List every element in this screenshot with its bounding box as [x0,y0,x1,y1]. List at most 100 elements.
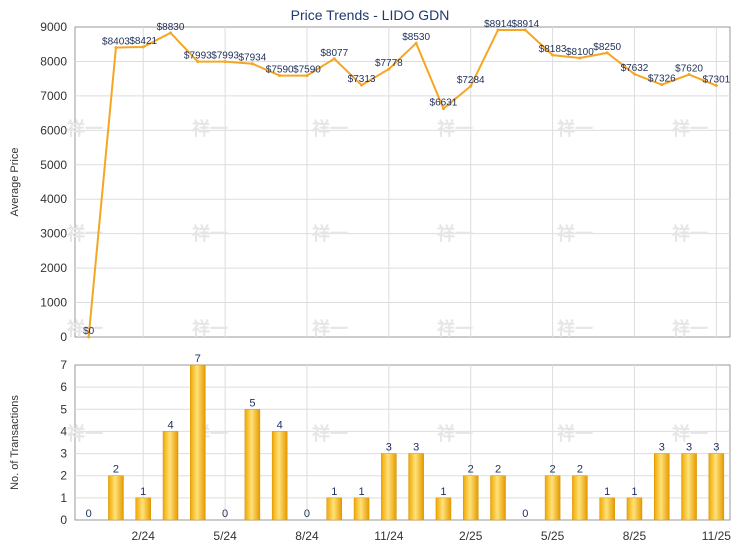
price-point [441,107,445,111]
transactions-bar [108,475,124,521]
watermark: 祥一 [437,318,473,339]
price-y-axis-label: Average Price [9,148,21,217]
transactions-bar [135,497,151,521]
price-point [469,84,473,88]
transactions-bar-label: 3 [413,442,419,454]
watermark: 祥一 [437,223,473,244]
watermark: 祥一 [67,223,103,244]
price-point-label: $7632 [621,63,649,74]
chart-title: Price Trends - LIDO GDN [291,7,450,23]
transactions-bar-label: 1 [604,486,610,498]
transactions-y-tick-label: 3 [60,447,67,461]
price-plot-frame [74,26,731,338]
price-point [714,84,718,88]
price-point-label: $7993 [184,51,212,62]
watermark: 祥一 [192,318,228,339]
price-point-label: $8183 [539,44,567,55]
watermark: 祥一 [192,223,228,244]
transactions-bar-label: 2 [577,464,583,476]
transactions-bar [381,453,397,521]
transactions-y-axis-label: No. of Transactions [9,395,21,490]
price-point-label: $8914 [511,19,539,30]
transactions-bar [435,497,452,521]
transactions-bar [654,453,670,521]
price-point [169,31,173,35]
price-point-label: $0 [83,326,95,337]
watermark: 祥一 [67,318,103,339]
transactions-bar [544,475,561,521]
price-point [687,73,691,77]
transactions-bar-label: 0 [522,508,528,520]
transactions-bar [271,431,288,521]
transactions-y-tick-label: 5 [60,402,67,416]
x-tick-label: 2/24 [132,529,156,543]
transactions-bar [572,475,588,521]
x-tick-label: 5/24 [213,529,237,543]
transactions-y-tick-label: 4 [60,424,67,438]
x-tick-label: 11/25 [702,529,731,543]
transactions-plot-frame [74,364,731,521]
transactions-bar-label: 3 [713,442,719,454]
x-tick-label: 11/24 [374,529,403,543]
price-point [387,67,391,71]
transactions-bar-label: 2 [468,464,474,476]
price-series-line [87,28,717,338]
watermark: 祥一 [557,318,593,339]
price-point [632,72,636,76]
price-point [605,51,609,55]
transactions-bar-label: 1 [440,486,446,498]
price-y-tick-label: 1000 [40,296,67,310]
watermark: 祥一 [672,223,708,244]
price-y-tick-label: 4000 [40,192,67,206]
price-y-tick-label: 5000 [40,158,67,172]
transactions-bar [353,497,370,521]
transactions-bar-label: 0 [304,508,310,520]
watermark: 祥一 [437,423,473,444]
watermark: 祥一 [672,118,708,139]
transactions-bar [626,497,643,521]
price-point [332,57,336,61]
transactions-bar [244,409,261,521]
transactions-bar-label: 1 [631,486,637,498]
watermark: 祥一 [672,318,708,339]
watermark: 祥一 [672,423,708,444]
watermark: 祥一 [67,118,103,139]
price-point [278,74,282,78]
price-point-label: $8914 [484,19,512,30]
price-point [660,83,664,87]
transactions-bar [681,453,697,521]
watermark: 祥一 [557,118,593,139]
transactions-bar [490,475,506,521]
price-point-label: $7590 [293,65,321,76]
price-point [360,83,364,87]
transactions-bar-label: 7 [195,353,201,365]
price-point-label: $6631 [430,98,458,109]
transactions-bar-label: 1 [140,486,146,498]
price-point [114,46,118,50]
transactions-bar-label: 4 [277,419,283,431]
transactions-bar [326,497,343,521]
watermark: 祥一 [192,118,228,139]
transactions-bar [162,431,179,521]
price-point [305,74,309,78]
transactions-bar-label: 4 [167,419,173,431]
price-point-label: $8830 [157,22,185,33]
price-point [141,45,145,49]
transactions-bar [708,453,725,521]
watermark: 祥一 [67,423,103,444]
watermark: 祥一 [312,318,348,339]
price-point [578,56,582,60]
price-y-tick-label: 8000 [40,54,67,68]
price-point-label: $8403 [102,37,130,48]
price-point-label: $8530 [402,32,430,43]
transactions-bar-label: 5 [249,397,255,409]
price-y-tick-label: 2000 [40,261,67,275]
transactions-bar [462,475,479,521]
transactions-bar-label: 1 [359,486,365,498]
price-y-tick-label: 7000 [40,89,67,103]
transactions-y-tick-label: 0 [60,513,67,527]
transactions-bar-label: 2 [113,464,119,476]
transactions-bar-label: 3 [386,442,392,454]
